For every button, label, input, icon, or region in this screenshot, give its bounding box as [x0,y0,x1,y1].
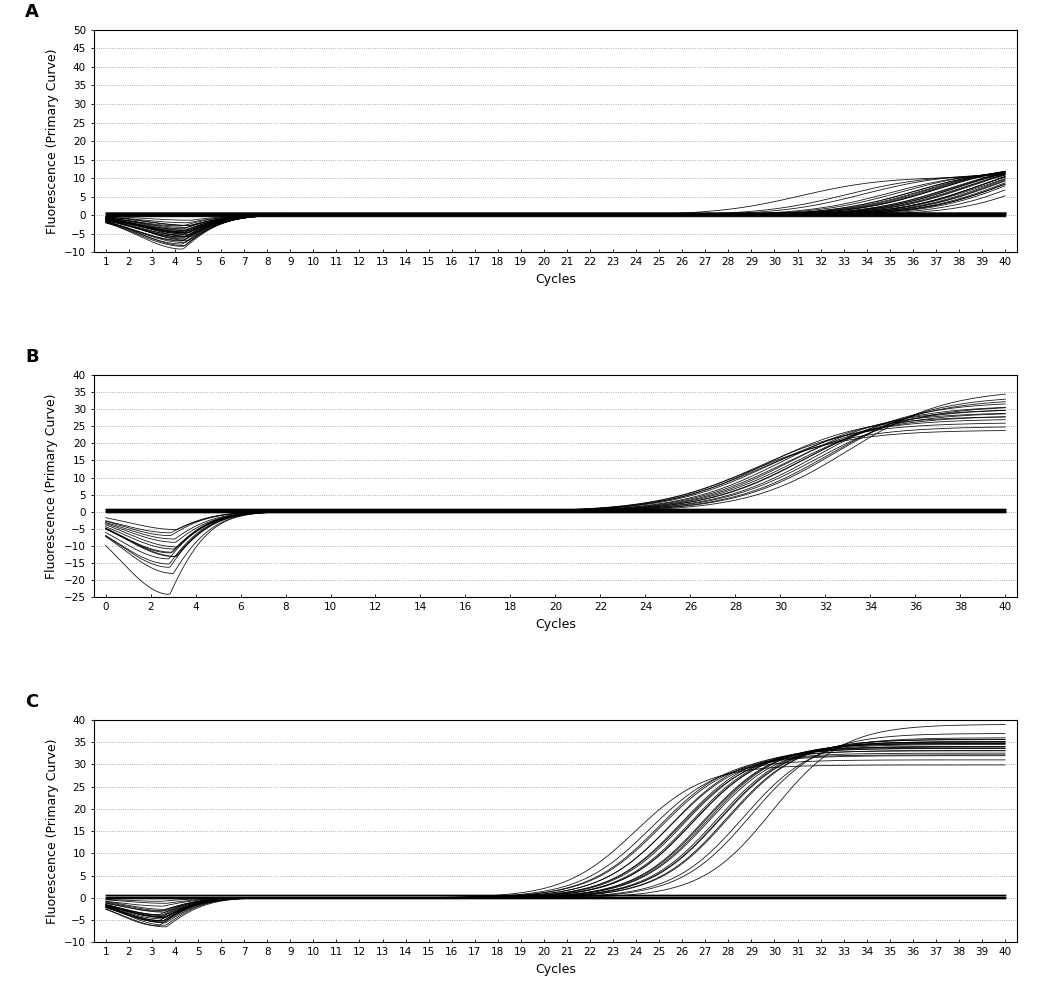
Text: A: A [25,3,39,21]
Text: C: C [25,692,39,711]
X-axis label: Cycles: Cycles [534,273,576,286]
Y-axis label: Fluorescence (Primary Curve): Fluorescence (Primary Curve) [45,738,59,924]
Text: B: B [25,348,39,366]
Y-axis label: Fluorescence (Primary Curve): Fluorescence (Primary Curve) [45,49,59,234]
X-axis label: Cycles: Cycles [534,618,576,631]
X-axis label: Cycles: Cycles [534,963,576,976]
Y-axis label: Fluorescence (Primary Curve): Fluorescence (Primary Curve) [45,394,59,578]
